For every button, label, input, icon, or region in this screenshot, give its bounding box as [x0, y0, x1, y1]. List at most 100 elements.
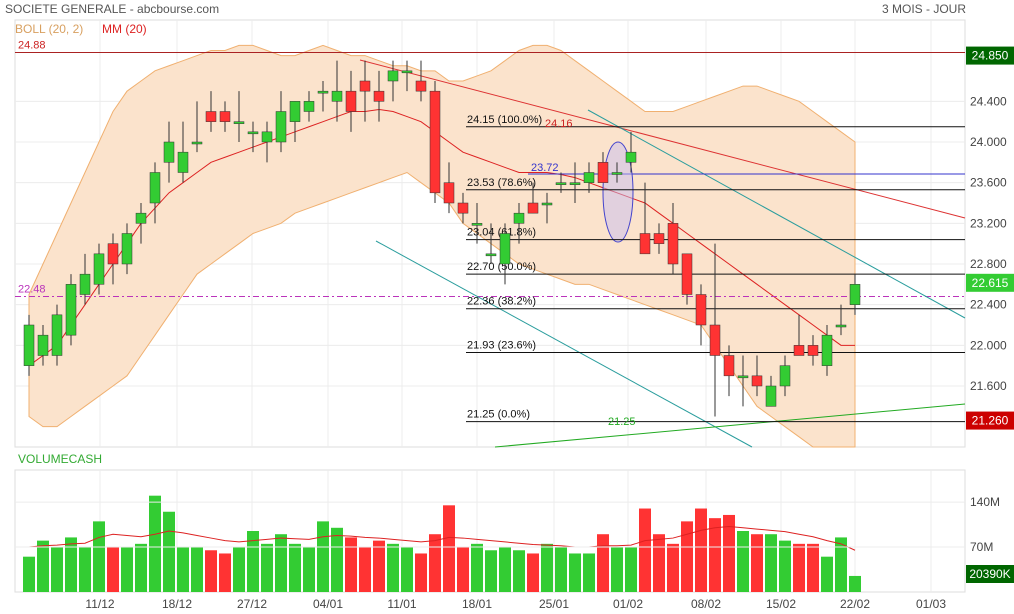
candle-body	[569, 182, 581, 185]
volume-bar	[93, 521, 105, 592]
volume-bar	[723, 514, 735, 592]
fib-level-label: 22.70 (50.0%)	[467, 261, 536, 273]
candle-body	[107, 243, 119, 265]
candle-body	[51, 314, 63, 356]
candle-body	[513, 212, 525, 224]
y-tick-label: 22.800	[970, 257, 1007, 271]
volume-bar	[51, 547, 63, 592]
volume-bar	[751, 534, 763, 592]
channel-lower-line	[375, 240, 753, 448]
candle-body	[261, 131, 273, 143]
volume-ma-line	[28, 526, 856, 551]
volume-bar	[177, 547, 189, 592]
blue-level-label: 23.72	[531, 162, 559, 174]
candle-body	[793, 345, 805, 356]
boll-legend: BOLL (20, 2)	[15, 22, 84, 36]
low-price-label: 21.25	[608, 416, 636, 428]
volume-bar	[261, 543, 273, 592]
candle-body	[723, 355, 735, 377]
volume-bar	[611, 547, 623, 592]
period-label[interactable]: 3 MOIS - JOUR	[881, 2, 966, 16]
volume-bar	[135, 543, 147, 592]
volume-bar	[485, 550, 497, 592]
volume-bar	[667, 543, 679, 592]
candle-body	[583, 172, 595, 183]
volume-bar	[737, 531, 749, 592]
candle-body	[121, 233, 133, 265]
volume-bar	[401, 547, 413, 592]
candle-body	[625, 151, 637, 163]
volume-bar	[709, 518, 721, 592]
highlight-ellipse	[602, 141, 634, 243]
support-trend-line	[494, 403, 966, 448]
volume-bar	[583, 553, 595, 592]
x-tick-label: 08/02	[691, 597, 721, 611]
candle-body	[471, 223, 483, 226]
volume-bar	[625, 547, 637, 592]
volume-bar	[849, 575, 861, 592]
volume-bar	[639, 508, 651, 592]
mm20-line	[28, 108, 855, 367]
volume-bar	[387, 543, 399, 592]
volume-bar	[149, 495, 161, 592]
volume-badge: 20390K	[969, 567, 1010, 581]
x-tick-label: 18/01	[462, 597, 492, 611]
low-price-badge: 21.260	[972, 414, 1009, 428]
candle-body	[835, 324, 847, 328]
y-tick-label: 21.600	[970, 379, 1007, 393]
x-tick-label: 18/12	[162, 597, 192, 611]
volume-bar	[107, 547, 119, 592]
volume-bar	[121, 547, 133, 592]
volume-bar	[597, 534, 609, 592]
fib-level-label: 23.53 (78.6%)	[467, 177, 536, 189]
volume-bar	[779, 540, 791, 592]
volume-bar	[331, 527, 343, 592]
volume-bar	[65, 537, 77, 592]
volume-bar	[443, 505, 455, 592]
y-tick-label: 22.000	[970, 338, 1007, 352]
chart-title: SOCIETE GENERALE - abcbourse.com	[5, 2, 220, 16]
volume-tick-label: 140M	[970, 495, 1000, 509]
high-price-badge-bg	[966, 46, 1014, 65]
volume-bar	[695, 508, 707, 592]
candle-body	[149, 172, 161, 204]
volume-bar	[793, 543, 805, 592]
y-tick-label: 23.200	[970, 216, 1007, 230]
x-tick-label: 15/02	[766, 597, 796, 611]
candle-body	[233, 121, 245, 124]
candle-body	[37, 334, 49, 356]
volume-bar	[289, 543, 301, 592]
volume-bar	[23, 556, 35, 592]
volume-bar	[79, 547, 91, 592]
candle-body	[555, 182, 567, 185]
candle-body	[23, 324, 35, 366]
x-tick-label: 11/12	[85, 597, 114, 611]
candle-body	[653, 233, 665, 244]
volume-bar	[359, 547, 371, 592]
x-tick-label: 01/03	[916, 597, 946, 611]
volume-legend: VOLUMECASH	[18, 452, 103, 466]
y-tick-label: 23.600	[970, 176, 1007, 190]
volume-bar	[821, 556, 833, 592]
candle-body	[639, 233, 651, 255]
candle-body	[345, 90, 357, 112]
candle-body	[205, 111, 217, 122]
candle-body	[359, 80, 371, 92]
volume-bar	[471, 543, 483, 592]
volume-bar	[191, 547, 203, 592]
candle-body	[541, 202, 553, 206]
volume-bar	[345, 537, 357, 592]
candle-body	[611, 172, 623, 175]
candle-body	[163, 141, 175, 163]
volume-bar	[205, 550, 217, 592]
fib-level-label: 21.93 (23.6%)	[467, 339, 536, 351]
volume-badge-bg	[966, 565, 1014, 583]
volume-bar	[163, 511, 175, 592]
volume-bar	[541, 543, 553, 592]
volume-bar	[373, 540, 385, 592]
volume-bar	[569, 553, 581, 592]
volume-bar	[835, 537, 847, 592]
x-tick-label: 22/02	[840, 597, 870, 611]
candle-body	[429, 90, 441, 194]
